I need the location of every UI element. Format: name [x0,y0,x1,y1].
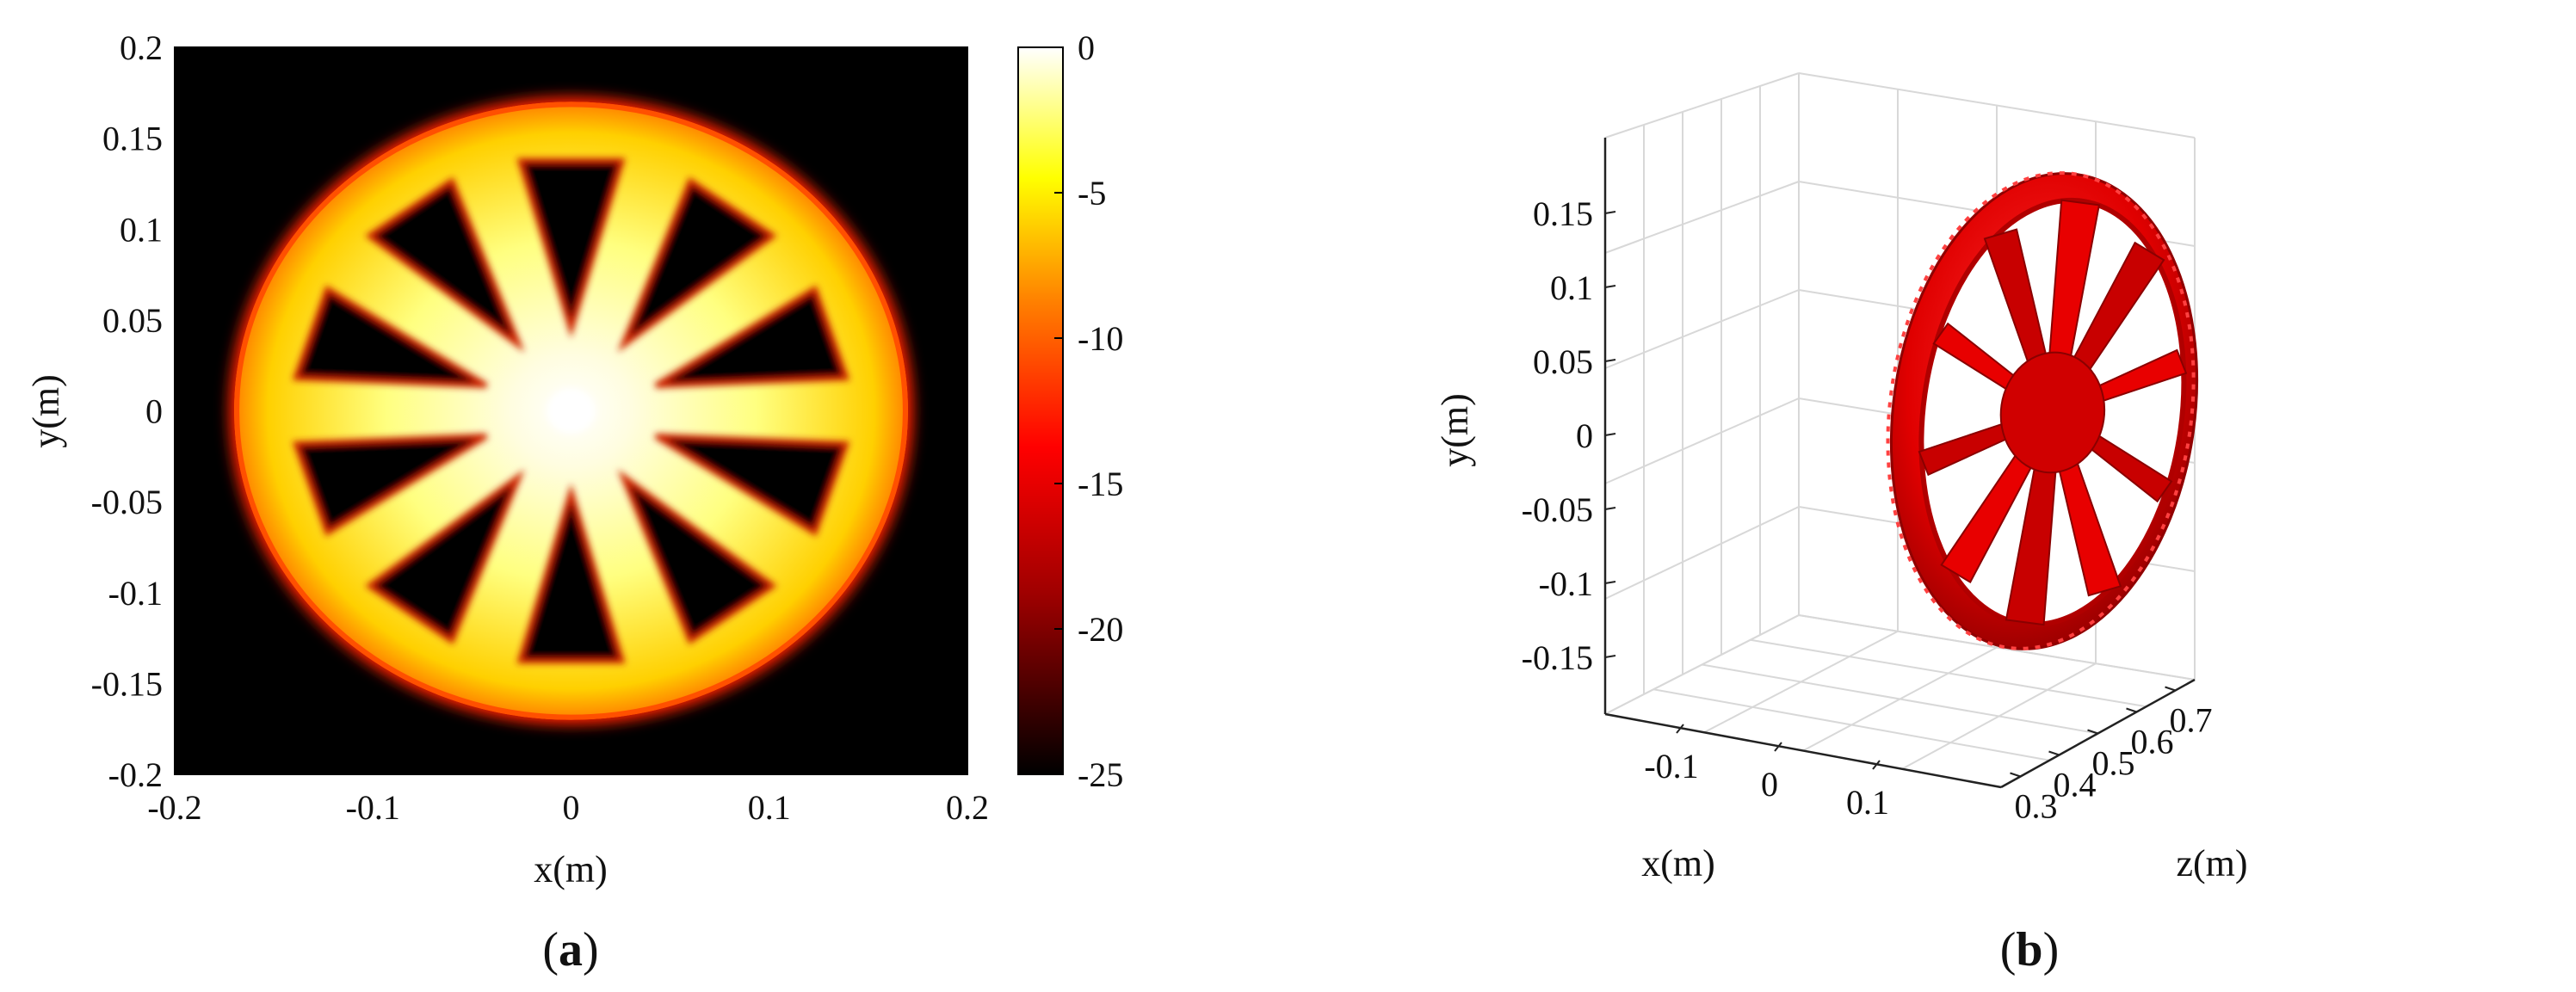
spoke-gap [365,469,525,645]
y-tick-label: 0 [145,392,163,431]
spoke-gap [292,285,488,389]
panel-a-heatmap: -0.2 -0.1 0 0.1 0.2 0.2 0.15 0.1 0.05 0 -0.05 -0.1 -… [25,28,1123,977]
x-tick-label: 0.1 [748,788,791,827]
wheel-image [229,96,913,725]
x-tick-label: -0.1 [1644,747,1698,786]
z-tick-mark [2010,772,2021,778]
y-tick-mark [1604,359,1616,362]
spoke-gap [365,176,525,353]
x-tick-label: -0.1 [346,788,400,827]
colorbar-tick-label: -20 [1078,610,1123,649]
y-tick-mark [1604,655,1616,658]
z-tick-label: 0.6 [2131,723,2174,761]
panel-a-label: (a) [542,923,598,977]
y-tick-label: 0.1 [1550,268,1593,307]
3d-wheel-surface [1886,171,2199,650]
wheel-rim-edge [234,102,908,720]
y-tick-mark [1604,285,1616,288]
y-tick-label: -0.1 [1539,564,1593,603]
y-tick-mark [1604,581,1616,584]
spoke-gap [654,285,850,389]
y-tick-label: 0.1 [120,210,163,249]
x-tick-label: -0.2 [147,788,201,827]
colorbar-tick-label: -25 [1078,755,1123,794]
grid-line [1798,72,2196,139]
y-tick-label: -0.2 [108,755,163,794]
grid-line [1604,181,1800,254]
spoke-gap [516,157,626,338]
y-tick-label: 0.05 [1533,342,1593,381]
grid-line [1901,662,2097,770]
colorbar-tick-label: -15 [1078,465,1123,503]
x-axis-line [1604,712,2002,789]
grid-line [1604,506,1800,600]
panel-b-3d-surface: 0.15 0.1 0.05 0 -0.05 -0.1 -0.15 -0.1 0 0.1 0.30.4… [1434,72,2248,977]
y-tick-mark [1604,507,1616,510]
y-tick-mark [1604,433,1616,436]
x-tick-label: 0 [1761,765,1778,804]
z-tick-mark [2126,707,2137,713]
grid-line [1702,663,2098,735]
colorbar-tick-label: -5 [1078,174,1106,213]
x-tick-label: 0 [563,788,580,827]
wheel-3d [1886,171,2199,650]
y-tick-mark [1604,211,1616,214]
colorbar [1017,46,1064,775]
heatmap-ticks: -0.2 -0.1 0 0.1 0.2 0.2 0.15 0.1 0.05 0 -0.05 -0.1 -… [91,28,989,827]
y-tick-label: 0.15 [1533,194,1593,233]
x-tick-mark [1676,724,1684,734]
spoke-gap [292,433,488,537]
x-tick-mark [1774,742,1782,752]
z-tick-label: 0.7 [2170,701,2213,740]
3d-z-axis-label: z(m) [2176,842,2247,884]
y-tick-label: 0 [1576,416,1593,455]
colorbar-tick-label: -10 [1078,319,1123,358]
x-tick-mark [1872,760,1881,770]
3d-y-axis-label: y(m) [1434,393,1476,467]
z-tick-mark [2165,686,2176,692]
colorbar-tick-label: 0 [1078,28,1095,67]
heatmap-x-axis-label: x(m) [534,848,608,890]
wheel-hub [547,388,596,434]
grid-line [1604,289,1800,369]
grid-line [1750,638,2147,708]
z-tick-mark [2087,729,2098,735]
3d-x-axis-label: x(m) [1641,842,1715,884]
spoke-gap [617,469,777,645]
x-tick-label: 0.2 [946,788,989,827]
grid-line [1604,72,1800,139]
3d-ticks: 0.15 0.1 0.05 0 -0.05 -0.1 -0.15 -0.1 0 0.1 0.30.4… [1522,194,2213,826]
grid-line [1798,614,2196,681]
y-tick-label: 0.15 [102,120,163,158]
spoke-gap [516,484,626,664]
x-tick-label: 0.1 [1846,783,1889,822]
heatmap-y-axis-label: y(m) [25,374,67,448]
wheel-rim-texture [1886,171,2196,650]
y-tick-label: 0.2 [120,28,163,67]
y-tick-label: -0.15 [1522,638,1593,677]
spoke-gap [654,433,850,537]
y-tick-label: 0.05 [102,301,163,340]
spoke-gap [617,176,777,353]
panel-b-label: (b) [2000,923,2059,977]
z-tick-label: 0.5 [2092,744,2135,783]
spoke-gaps [292,157,850,664]
y-tick-label: -0.15 [91,664,163,703]
y-tick-label: -0.05 [91,483,163,521]
grid-line [1604,397,1800,484]
y-tick-label: -0.1 [108,574,163,613]
wheel-3d-hub [1999,351,2106,474]
z-tick-mark [2048,750,2060,756]
y-tick-label: -0.05 [1522,490,1593,529]
colorbar-ticks: 0 -5 -10 -15 -20 -25 [1054,28,1123,794]
z-tick-label: 0.4 [2054,766,2097,804]
z-tick-label: 0.3 [2015,787,2058,826]
